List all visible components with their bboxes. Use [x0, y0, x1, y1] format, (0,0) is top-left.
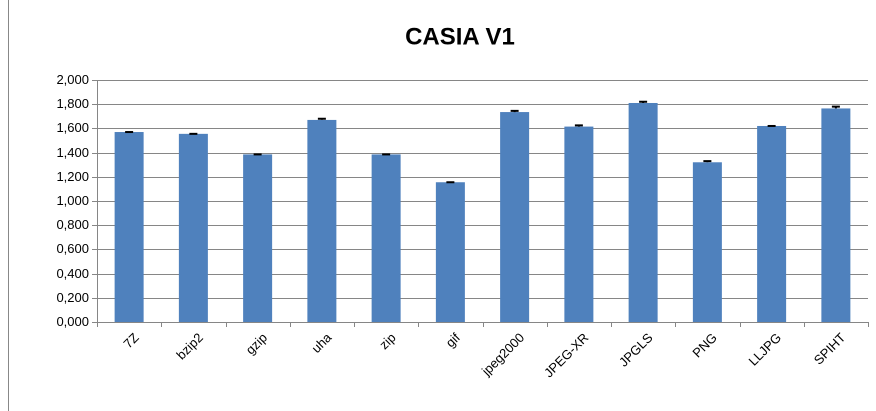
x-tick-label: zip	[376, 330, 398, 352]
bar	[371, 154, 401, 322]
bar	[243, 154, 273, 322]
bar	[500, 112, 530, 322]
x-tick-label: uha	[308, 329, 334, 355]
error-bar	[831, 105, 840, 109]
bar	[178, 133, 208, 322]
bar	[307, 119, 337, 323]
y-tick-label: 1,200	[56, 169, 89, 184]
bar	[692, 162, 722, 322]
chart-title: CASIA V1	[405, 23, 515, 50]
bar	[757, 125, 787, 322]
error-bar	[574, 124, 583, 127]
x-tick-label: JPGLS	[616, 330, 656, 370]
bar	[628, 102, 658, 323]
error-bar	[703, 160, 712, 163]
y-tick-label: 2,000	[56, 72, 89, 87]
y-tick-label: 0,800	[56, 217, 89, 232]
x-tick-label: jpeg2000	[478, 330, 527, 379]
y-tick-label: 0,200	[56, 290, 89, 305]
y-tick-label: 0,400	[56, 266, 89, 281]
x-tick-label: gif	[443, 330, 464, 351]
x-tick-label: PNG	[689, 330, 720, 361]
y-tick-label: 1,000	[56, 193, 89, 208]
bar	[821, 108, 851, 322]
x-tick-label: LLJPG	[745, 330, 784, 369]
bar	[114, 132, 144, 322]
bar	[435, 182, 465, 322]
y-tick-label: 0,600	[56, 241, 89, 256]
bar	[564, 126, 594, 323]
y-tick-label: 1,600	[56, 120, 89, 135]
y-tick-label: 1,800	[56, 96, 89, 111]
error-bar	[510, 109, 519, 113]
y-tick-label: 1,400	[56, 145, 89, 160]
x-tick-label: 7Z	[120, 330, 141, 351]
x-tick-label: JPEG-XR	[541, 330, 591, 380]
x-tick-label: SPIHT	[811, 330, 849, 368]
y-tick-label: 0,000	[56, 314, 89, 329]
error-bar	[639, 100, 648, 103]
x-tick-label: gzip	[243, 330, 270, 357]
error-bar	[317, 117, 326, 120]
x-tick-label: bzip2	[173, 330, 206, 363]
